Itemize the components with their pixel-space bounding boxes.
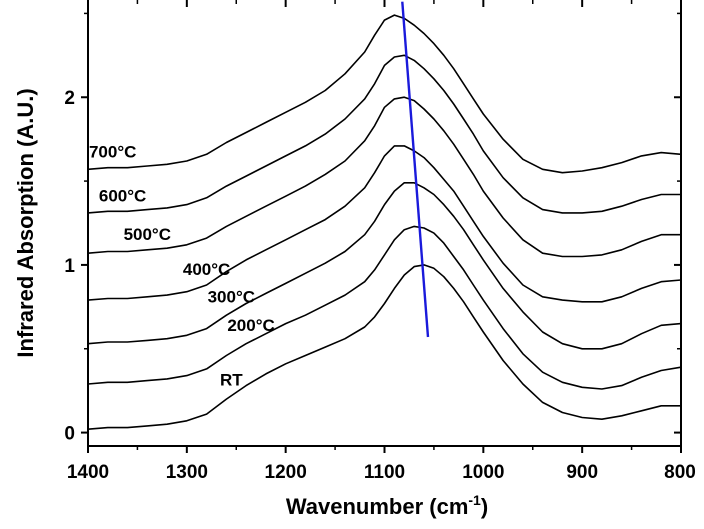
series-label: 600°C [99,186,146,205]
series-line-700c [87,14,682,174]
series-line-rt [87,264,681,430]
x-tick-label: 1200 [265,462,307,483]
series-label: RT [220,371,243,390]
peak-trend [401,1,430,338]
x-tick-label: 800 [664,462,696,483]
series-label: 700°C [89,143,136,162]
x-axis-title: Wavenumber (cm-1) [286,492,488,519]
series-label: 500°C [124,225,171,244]
series-line-400c [87,145,682,303]
y-tick-label: 2 [64,88,75,109]
x-tick-label: 1000 [462,462,504,483]
series-label: 200°C [227,316,274,335]
series-line-500c [87,96,681,258]
peak-shift-line [401,1,430,338]
series-line-300c [87,182,682,350]
x-tick-label: 1400 [67,462,109,483]
x-axis-title-superscript: -1 [468,492,481,508]
x-axis-ticks: 1400 1300 1200 1100 1000 900 800 [67,0,696,483]
y-tick-label: 1 [64,256,75,277]
x-axis-title-close: ) [481,494,488,519]
y-axis-ticks: 0 1 2 [64,12,681,445]
series-label: 300°C [208,287,255,306]
series-label: 400°C [183,260,230,279]
x-tick-label: 1100 [364,462,405,483]
series-line-200c [87,225,682,390]
spectra-series [87,14,682,430]
x-tick-label: 900 [566,462,598,483]
x-axis-title-main: Wavenumber (cm [286,494,469,519]
series-line-600c [87,54,681,214]
series-labels: RT 200°C 300°C 400°C 500°C 600°C 700°C [89,143,275,390]
y-tick-label: 0 [64,424,75,445]
x-tick-label: 1300 [166,462,208,483]
y-axis-title: Infrared Absorption (A.U.) [13,88,38,357]
